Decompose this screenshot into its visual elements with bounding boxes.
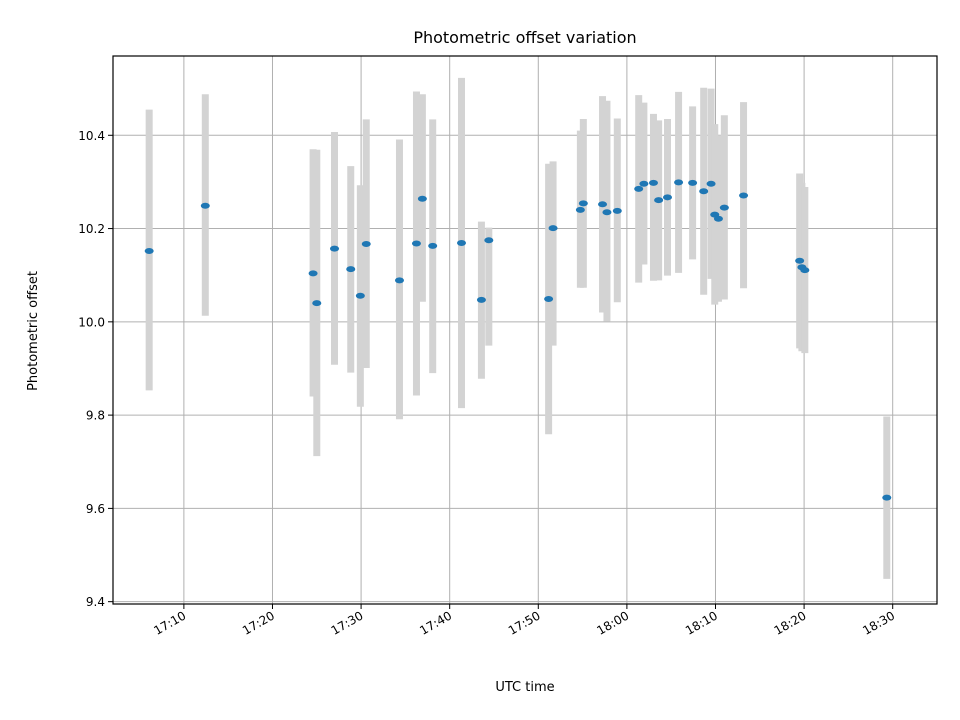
data-point <box>800 267 810 274</box>
data-point <box>882 494 892 501</box>
data-point <box>578 200 588 207</box>
data-point <box>417 195 427 202</box>
y-tick-label: 9.4 <box>86 595 105 609</box>
data-point <box>648 179 658 186</box>
data-point <box>361 240 371 247</box>
y-axis-ticks: 9.4 9.6 9.8 10.0 10.2 10.4 <box>78 129 113 609</box>
data-point <box>144 247 154 254</box>
data-point <box>634 185 644 192</box>
data-point <box>308 270 318 277</box>
data-point <box>548 225 558 232</box>
chart-title: Photometric offset variation <box>413 28 636 47</box>
x-tick-label: 17:30 <box>329 608 366 637</box>
data-points <box>144 179 892 501</box>
x-tick-label: 17:20 <box>240 608 277 637</box>
grid-lines <box>113 56 937 604</box>
y-tick-label: 9.6 <box>86 502 105 516</box>
data-point <box>699 188 709 195</box>
y-tick-label: 9.8 <box>86 409 105 423</box>
data-point <box>663 194 673 201</box>
data-point <box>674 179 684 186</box>
data-point <box>484 237 494 244</box>
data-point <box>688 179 698 186</box>
data-point <box>598 201 608 208</box>
y-tick-label: 10.4 <box>78 129 105 143</box>
data-point <box>476 296 486 303</box>
data-point <box>795 257 805 264</box>
data-point <box>575 206 585 213</box>
data-point <box>394 277 404 284</box>
data-point <box>346 266 356 273</box>
data-point <box>602 209 612 216</box>
x-tick-label: 17:10 <box>151 608 188 637</box>
data-point <box>312 300 322 307</box>
data-point <box>639 180 649 187</box>
data-point <box>411 240 421 247</box>
data-point <box>428 242 438 249</box>
y-tick-label: 10.0 <box>78 315 105 329</box>
data-point <box>457 240 467 247</box>
x-axis-ticks: 17:10 17:20 17:30 17:40 17:50 18:00 18:10 18:20… <box>151 604 897 638</box>
y-tick-label: 10.2 <box>78 222 105 236</box>
y-axis-label: Photometric offset <box>26 271 41 391</box>
x-tick-label: 17:50 <box>506 608 543 637</box>
x-tick-label: 18:00 <box>594 608 631 637</box>
x-tick-label: 17:40 <box>417 608 454 637</box>
data-point <box>719 204 729 211</box>
x-tick-label: 18:10 <box>683 608 720 637</box>
data-point <box>706 180 716 187</box>
data-point <box>739 192 749 199</box>
data-point <box>612 207 622 214</box>
x-axis-label: UTC time <box>495 680 554 695</box>
x-tick-label: 18:20 <box>772 608 809 637</box>
data-point <box>200 202 210 209</box>
data-point <box>544 295 554 302</box>
data-point <box>330 245 340 252</box>
plot-frame <box>112 55 938 605</box>
data-point <box>355 292 365 299</box>
data-point <box>713 215 723 222</box>
error-bars <box>145 77 891 579</box>
data-point <box>654 197 664 204</box>
x-tick-label: 18:30 <box>860 608 897 637</box>
